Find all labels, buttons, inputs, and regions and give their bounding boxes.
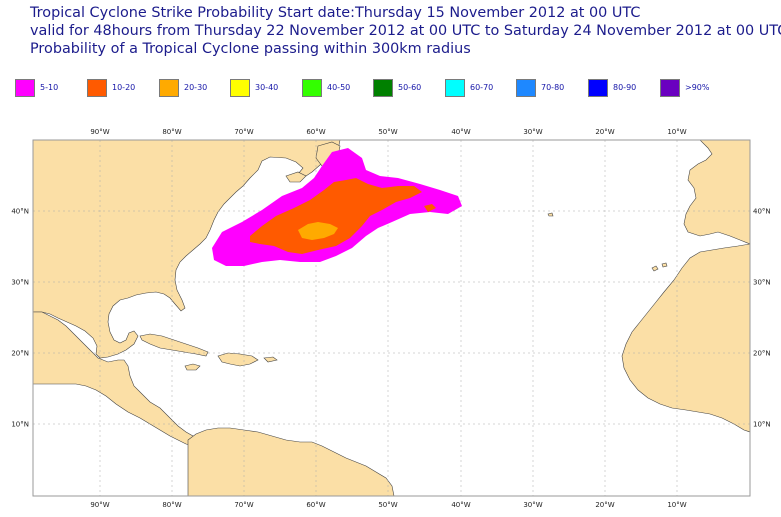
longitude-label-top: 30°W [523,128,542,136]
legend-swatch [516,79,536,97]
longitude-label-top: 70°W [234,128,253,136]
legend-swatch [302,79,322,97]
legend-label: 70-80 [541,83,565,92]
legend-swatch [373,79,393,97]
legend-label: 50-60 [398,83,422,92]
puerto-rico-island [263,356,278,363]
legend-swatch [660,79,680,97]
africa-landmass [621,243,750,433]
probability-area-10-20 [250,178,422,254]
hispaniola-island [217,352,259,367]
latitude-label-left: 30°N [11,279,29,287]
legend-label: 5-10 [40,83,59,92]
legend-swatch [159,79,179,97]
longitude-label-bottom: 60°W [306,501,325,509]
latitude-label-left: 10°N [11,421,29,429]
longitude-label-bottom: 10°W [667,501,686,509]
longitude-label-bottom: 30°W [523,501,542,509]
longitude-label-top: 60°W [306,128,325,136]
canary-islands [651,262,668,272]
longitude-label-bottom: 80°W [162,501,181,509]
legend-label: 20-30 [184,83,208,92]
legend-label: 80-90 [613,83,637,92]
central-america-landmass [33,311,199,447]
longitude-label-bottom: 20°W [595,501,614,509]
latitude-label-left: 40°N [11,208,29,216]
south-america-landmass [187,427,395,496]
latitude-label-right: 40°N [753,208,771,216]
legend-label: 60-70 [470,83,494,92]
latitude-label-right: 30°N [753,279,771,287]
probability-areas [212,148,462,266]
legend-label: 40-50 [327,83,351,92]
map-title-line-2: valid for 48hours from Thursday 22 Novem… [30,23,781,39]
latitude-label-left: 20°N [11,350,29,358]
cuba-island [139,333,209,357]
legend-swatch [230,79,250,97]
probability-area-10-20-east [424,204,436,212]
legend-swatch [87,79,107,97]
legend-label: 10-20 [112,83,136,92]
longitude-label-bottom: 90°W [90,501,109,509]
probability-area-20-30 [298,222,338,240]
longitude-label-bottom: 50°W [378,501,397,509]
legend-label: >90% [685,83,710,92]
longitude-label-top: 90°W [90,128,109,136]
nova-scotia [285,171,307,183]
longitude-label-top: 20°W [595,128,614,136]
legend-swatch [588,79,608,97]
longitude-label-top: 80°W [162,128,181,136]
longitude-label-top: 50°W [378,128,397,136]
longitude-label-top: 10°W [667,128,686,136]
map-title-line-1: Tropical Cyclone Strike Probability Star… [30,5,641,21]
legend-swatch [15,79,35,97]
longitude-label-bottom: 70°W [234,501,253,509]
map-title-line-3: Probability of a Tropical Cyclone passin… [30,41,471,57]
legend-swatch [445,79,465,97]
longitude-label-bottom: 40°W [451,501,470,509]
latitude-label-right: 10°N [753,421,771,429]
latitude-label-right: 20°N [753,350,771,358]
graticule [33,140,750,496]
europe-landmass [683,140,750,245]
map-frame [32,139,751,497]
jamaica-island [184,363,201,371]
north-america-landmass [33,140,341,359]
legend-label: 30-40 [255,83,279,92]
azores-islands [547,212,554,217]
longitude-label-top: 40°W [451,128,470,136]
